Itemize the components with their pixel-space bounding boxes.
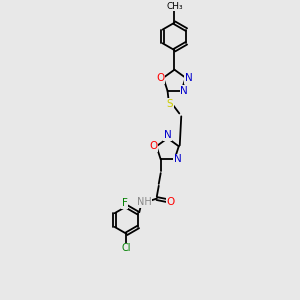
- Text: F: F: [122, 198, 128, 208]
- Text: O: O: [156, 73, 164, 83]
- Text: Cl: Cl: [122, 243, 131, 254]
- Text: N: N: [174, 154, 181, 164]
- Text: O: O: [167, 197, 175, 208]
- Text: N: N: [180, 86, 188, 96]
- Text: O: O: [149, 141, 158, 151]
- Text: S: S: [166, 99, 173, 109]
- Text: CH₃: CH₃: [166, 2, 183, 10]
- Text: N: N: [164, 130, 172, 140]
- Text: N: N: [185, 73, 192, 83]
- Text: NH: NH: [137, 197, 152, 208]
